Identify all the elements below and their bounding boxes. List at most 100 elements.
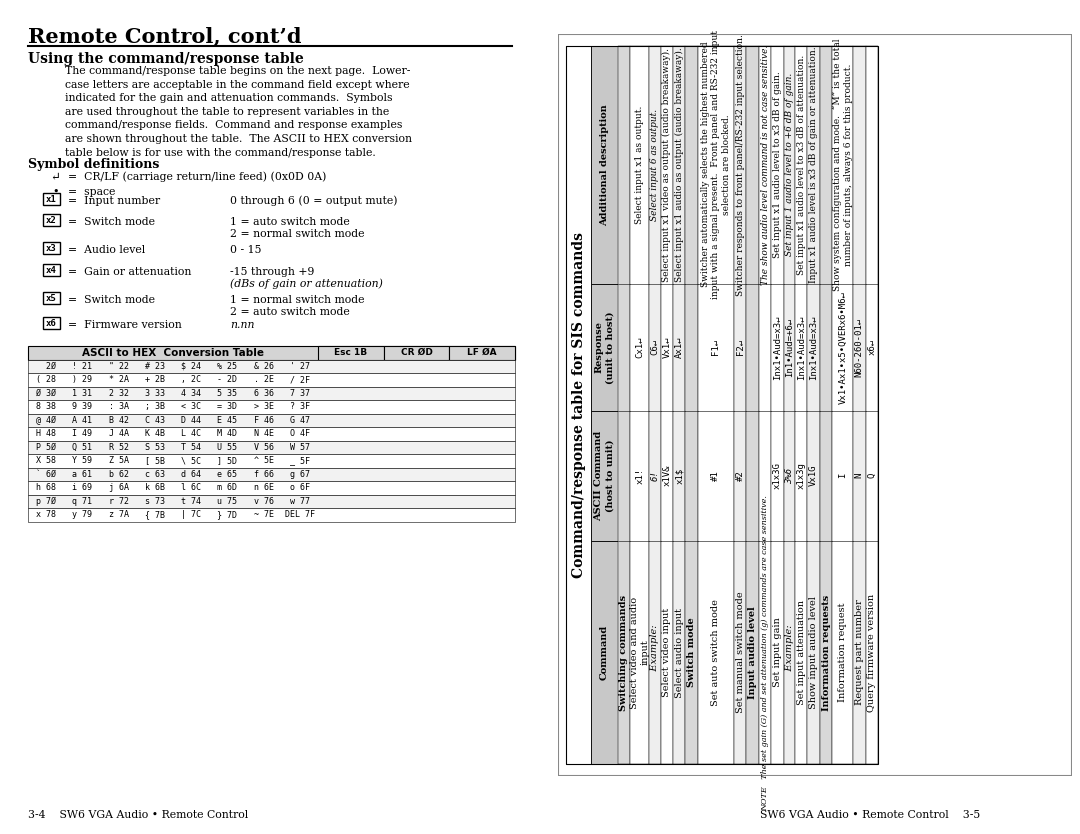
Text: Q: Q xyxy=(867,473,876,479)
Text: Switcher responds to front panel/RS-232 input selection.: Switcher responds to front panel/RS-232 … xyxy=(735,33,745,295)
Text: =  space: = space xyxy=(68,187,116,197)
Text: 2 = normal switch mode: 2 = normal switch mode xyxy=(230,229,365,239)
Text: < 3C: < 3C xyxy=(181,402,201,411)
Text: $ 24: $ 24 xyxy=(181,362,201,371)
Text: k 6B: k 6B xyxy=(145,483,165,492)
Text: \ 5C: \ 5C xyxy=(181,456,201,465)
Bar xyxy=(28,481,515,495)
Text: x 78: x 78 xyxy=(36,510,56,520)
Text: Y 59: Y 59 xyxy=(72,456,93,465)
Text: 2 = auto switch mode: 2 = auto switch mode xyxy=(230,307,350,317)
Text: Using the command/response table: Using the command/response table xyxy=(28,52,303,66)
Text: 9 39: 9 39 xyxy=(72,402,93,411)
Text: e 65: e 65 xyxy=(217,470,238,479)
Text: Select video input: Select video input xyxy=(662,608,672,697)
Bar xyxy=(43,214,60,226)
Text: (dBs of gain or attenuation): (dBs of gain or attenuation) xyxy=(230,279,383,289)
Bar xyxy=(28,454,515,468)
Text: p 7Ø: p 7Ø xyxy=(36,497,56,506)
Text: S 53: S 53 xyxy=(145,443,165,452)
Text: y 79: y 79 xyxy=(72,510,93,520)
Text: d 64: d 64 xyxy=(181,470,201,479)
Bar xyxy=(686,46,698,765)
Text: c 63: c 63 xyxy=(145,470,165,479)
Bar xyxy=(28,373,515,386)
Text: & 26: & 26 xyxy=(254,362,273,371)
Text: 4 34: 4 34 xyxy=(181,389,201,398)
Text: #2: #2 xyxy=(735,470,745,481)
Bar xyxy=(673,46,686,765)
Text: ] 5D: ] 5D xyxy=(217,456,238,465)
Bar xyxy=(591,540,618,765)
Text: b 62: b 62 xyxy=(109,470,129,479)
Bar xyxy=(795,46,808,765)
Text: , 2C: , 2C xyxy=(181,375,201,384)
Text: T 54: T 54 xyxy=(181,443,201,452)
Text: Inx1•Aud=x3↵: Inx1•Aud=x3↵ xyxy=(773,315,782,379)
Text: C 43: C 43 xyxy=(145,416,165,425)
Bar xyxy=(630,46,649,765)
Text: K 4B: K 4B xyxy=(145,430,165,438)
Text: E 45: E 45 xyxy=(217,416,238,425)
Text: N: N xyxy=(855,473,864,479)
Text: N 4E: N 4E xyxy=(254,430,273,438)
Text: C6↵: C6↵ xyxy=(650,339,660,355)
Text: Inx1•Aud=x3↵: Inx1•Aud=x3↵ xyxy=(809,315,819,379)
Text: 0 through 6 (0 = output mute): 0 through 6 (0 = output mute) xyxy=(230,196,397,206)
Text: ASCII Command
(host to unit): ASCII Command (host to unit) xyxy=(594,430,615,521)
Text: ; 3B: ; 3B xyxy=(145,402,165,411)
Text: . 2E: . 2E xyxy=(254,375,273,384)
Text: Set input 1 audio level to +6 dB of gain.: Set input 1 audio level to +6 dB of gain… xyxy=(785,73,794,256)
Text: * 2A: * 2A xyxy=(109,375,129,384)
Bar xyxy=(28,468,515,481)
Text: Set input gain: Set input gain xyxy=(773,618,782,687)
Text: Select input x1 as output.: Select input x1 as output. xyxy=(635,105,645,224)
Text: x1x3G: x1x3G xyxy=(773,462,782,490)
Text: n 6E: n 6E xyxy=(254,483,273,492)
Text: N60-260-01↵: N60-260-01↵ xyxy=(855,318,864,377)
Bar xyxy=(28,400,515,414)
Text: m 6D: m 6D xyxy=(217,483,238,492)
Text: U 55: U 55 xyxy=(217,443,238,452)
Text: Response
(unit to host): Response (unit to host) xyxy=(594,311,615,384)
Text: Switch mode: Switch mode xyxy=(687,618,697,687)
Bar xyxy=(43,193,60,205)
Bar xyxy=(820,46,833,765)
Bar xyxy=(566,46,591,765)
Text: Additional description: Additional description xyxy=(599,103,609,225)
Text: ! 21: ! 21 xyxy=(72,362,93,371)
Text: D 44: D 44 xyxy=(181,416,201,425)
Text: B 42: B 42 xyxy=(109,416,129,425)
Text: F 46: F 46 xyxy=(254,416,273,425)
Bar xyxy=(28,508,515,521)
Text: + 2B: + 2B xyxy=(145,375,165,384)
Text: 1 31: 1 31 xyxy=(72,389,93,398)
Bar xyxy=(784,46,795,765)
Text: The show audio level command is not case sensitive.: The show audio level command is not case… xyxy=(760,44,770,285)
Text: x1x3g: x1x3g xyxy=(797,462,806,490)
Text: ( 28: ( 28 xyxy=(36,375,56,384)
Text: ) 29: ) 29 xyxy=(72,375,93,384)
Text: SW6 VGA Audio • Remote Control    3-5: SW6 VGA Audio • Remote Control 3-5 xyxy=(760,810,981,820)
Text: Switching commands: Switching commands xyxy=(619,595,629,711)
Text: LF ØA: LF ØA xyxy=(468,349,497,357)
Text: Request part number: Request part number xyxy=(855,600,864,706)
Bar xyxy=(853,46,865,765)
Text: F1↵: F1↵ xyxy=(712,339,720,355)
Text: Vx1↵: Vx1↵ xyxy=(662,336,672,358)
Text: ASCII to HEX  Conversion Table: ASCII to HEX Conversion Table xyxy=(82,348,264,358)
Text: g 67: g 67 xyxy=(289,470,310,479)
Text: h 68: h 68 xyxy=(36,483,56,492)
Text: o 6F: o 6F xyxy=(289,483,310,492)
Text: 7 37: 7 37 xyxy=(289,389,310,398)
Text: ' 27: ' 27 xyxy=(289,362,310,371)
Text: v 76: v 76 xyxy=(254,497,273,505)
Bar xyxy=(591,284,618,411)
Bar xyxy=(43,242,60,254)
Bar xyxy=(698,46,734,765)
Bar xyxy=(865,46,878,765)
Text: f 66: f 66 xyxy=(254,470,273,479)
Bar xyxy=(28,427,515,440)
Text: M 4D: M 4D xyxy=(217,430,238,438)
Bar xyxy=(43,264,60,276)
